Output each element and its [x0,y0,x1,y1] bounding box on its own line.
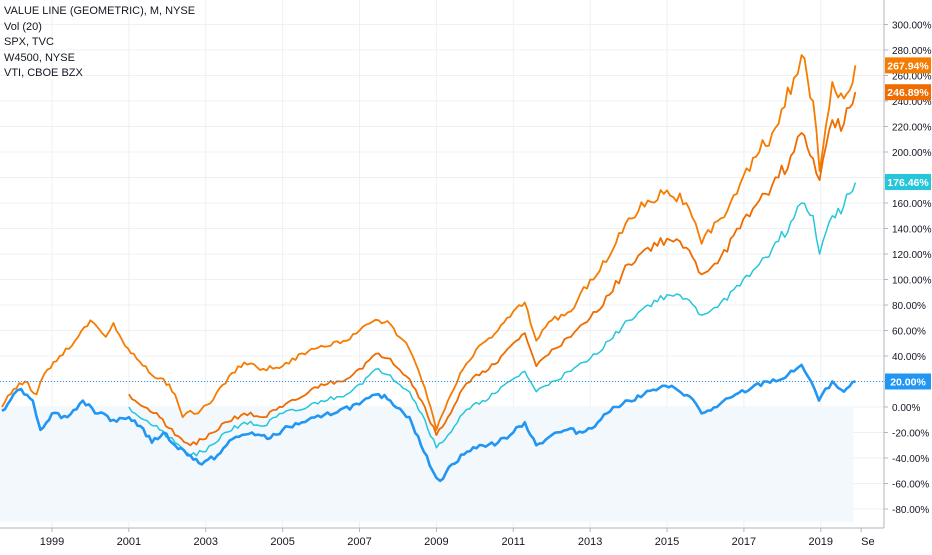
x-tick-label: 2011 [501,536,525,548]
y-tick-label: 80.00% [892,301,926,312]
last-value-badge-spx [885,174,931,191]
y-tick-label: -40.00% [892,454,929,465]
y-tick-label: -80.00% [892,505,929,516]
legend-w4500[interactable]: W4500, NYSE [4,51,75,64]
y-tick-label: 40.00% [892,352,926,363]
y-tick-label: 280.00% [892,46,932,57]
x-tick-label: 2003 [194,536,218,548]
y-tick-label: 240.00% [892,97,932,108]
y-tick-label: 300.00% [892,21,932,32]
last-value-label-value_line: 20.00% [890,377,926,389]
x-tick-label: 2013 [578,536,602,548]
last-value-label-w4500: 267.94% [887,60,929,72]
last-value-badge-w4500 [885,57,931,74]
x-tick-label: 1999 [40,536,64,548]
series-line-spx [128,182,857,457]
last-value-label-spx: 176.46% [887,177,929,189]
y-tick-label: 60.00% [892,327,926,338]
x-tick-label: 2007 [347,536,371,548]
series-line-w4500 [1,54,857,431]
x-tick-label: 2001 [117,536,141,548]
y-tick-label: -20.00% [892,429,929,440]
x-tick-label: 2019 [809,536,833,548]
last-value-label-vti: 246.89% [887,87,929,99]
x-tick-label: 2017 [732,536,756,548]
last-value-badge-vti [885,84,931,101]
legend-vti[interactable]: VTI, CBOE BZX [4,67,83,79]
y-tick-label: 140.00% [892,225,932,236]
legend-main-symbol[interactable]: VALUE LINE (GEOMETRIC), M, NYSE [4,5,196,17]
y-tick-label: 0.00% [892,403,920,414]
last-value-badge-value_line [885,373,931,390]
y-tick-label: 100.00% [892,276,932,287]
y-tick-label: 200.00% [892,148,932,159]
y-tick-label: 220.00% [892,123,932,134]
chart-legend: VALUE LINE (GEOMETRIC), M, NYSE Vol (20)… [4,4,195,82]
series-line-value_line [1,363,856,483]
legend-spx[interactable]: SPX, TVC [4,36,54,48]
y-tick-label: 160.00% [892,199,932,210]
series-line-vti [128,91,857,447]
y-tick-label: 260.00% [892,72,932,83]
x-tick-label: Se [861,536,874,548]
legend-volume[interactable]: Vol (20) [4,20,42,33]
y-tick-label: -60.00% [892,480,929,491]
x-tick-label: 2015 [655,536,679,548]
y-tick-label: 120.00% [892,250,932,261]
x-tick-label: 2009 [424,536,448,548]
x-tick-label: 2005 [270,536,294,548]
